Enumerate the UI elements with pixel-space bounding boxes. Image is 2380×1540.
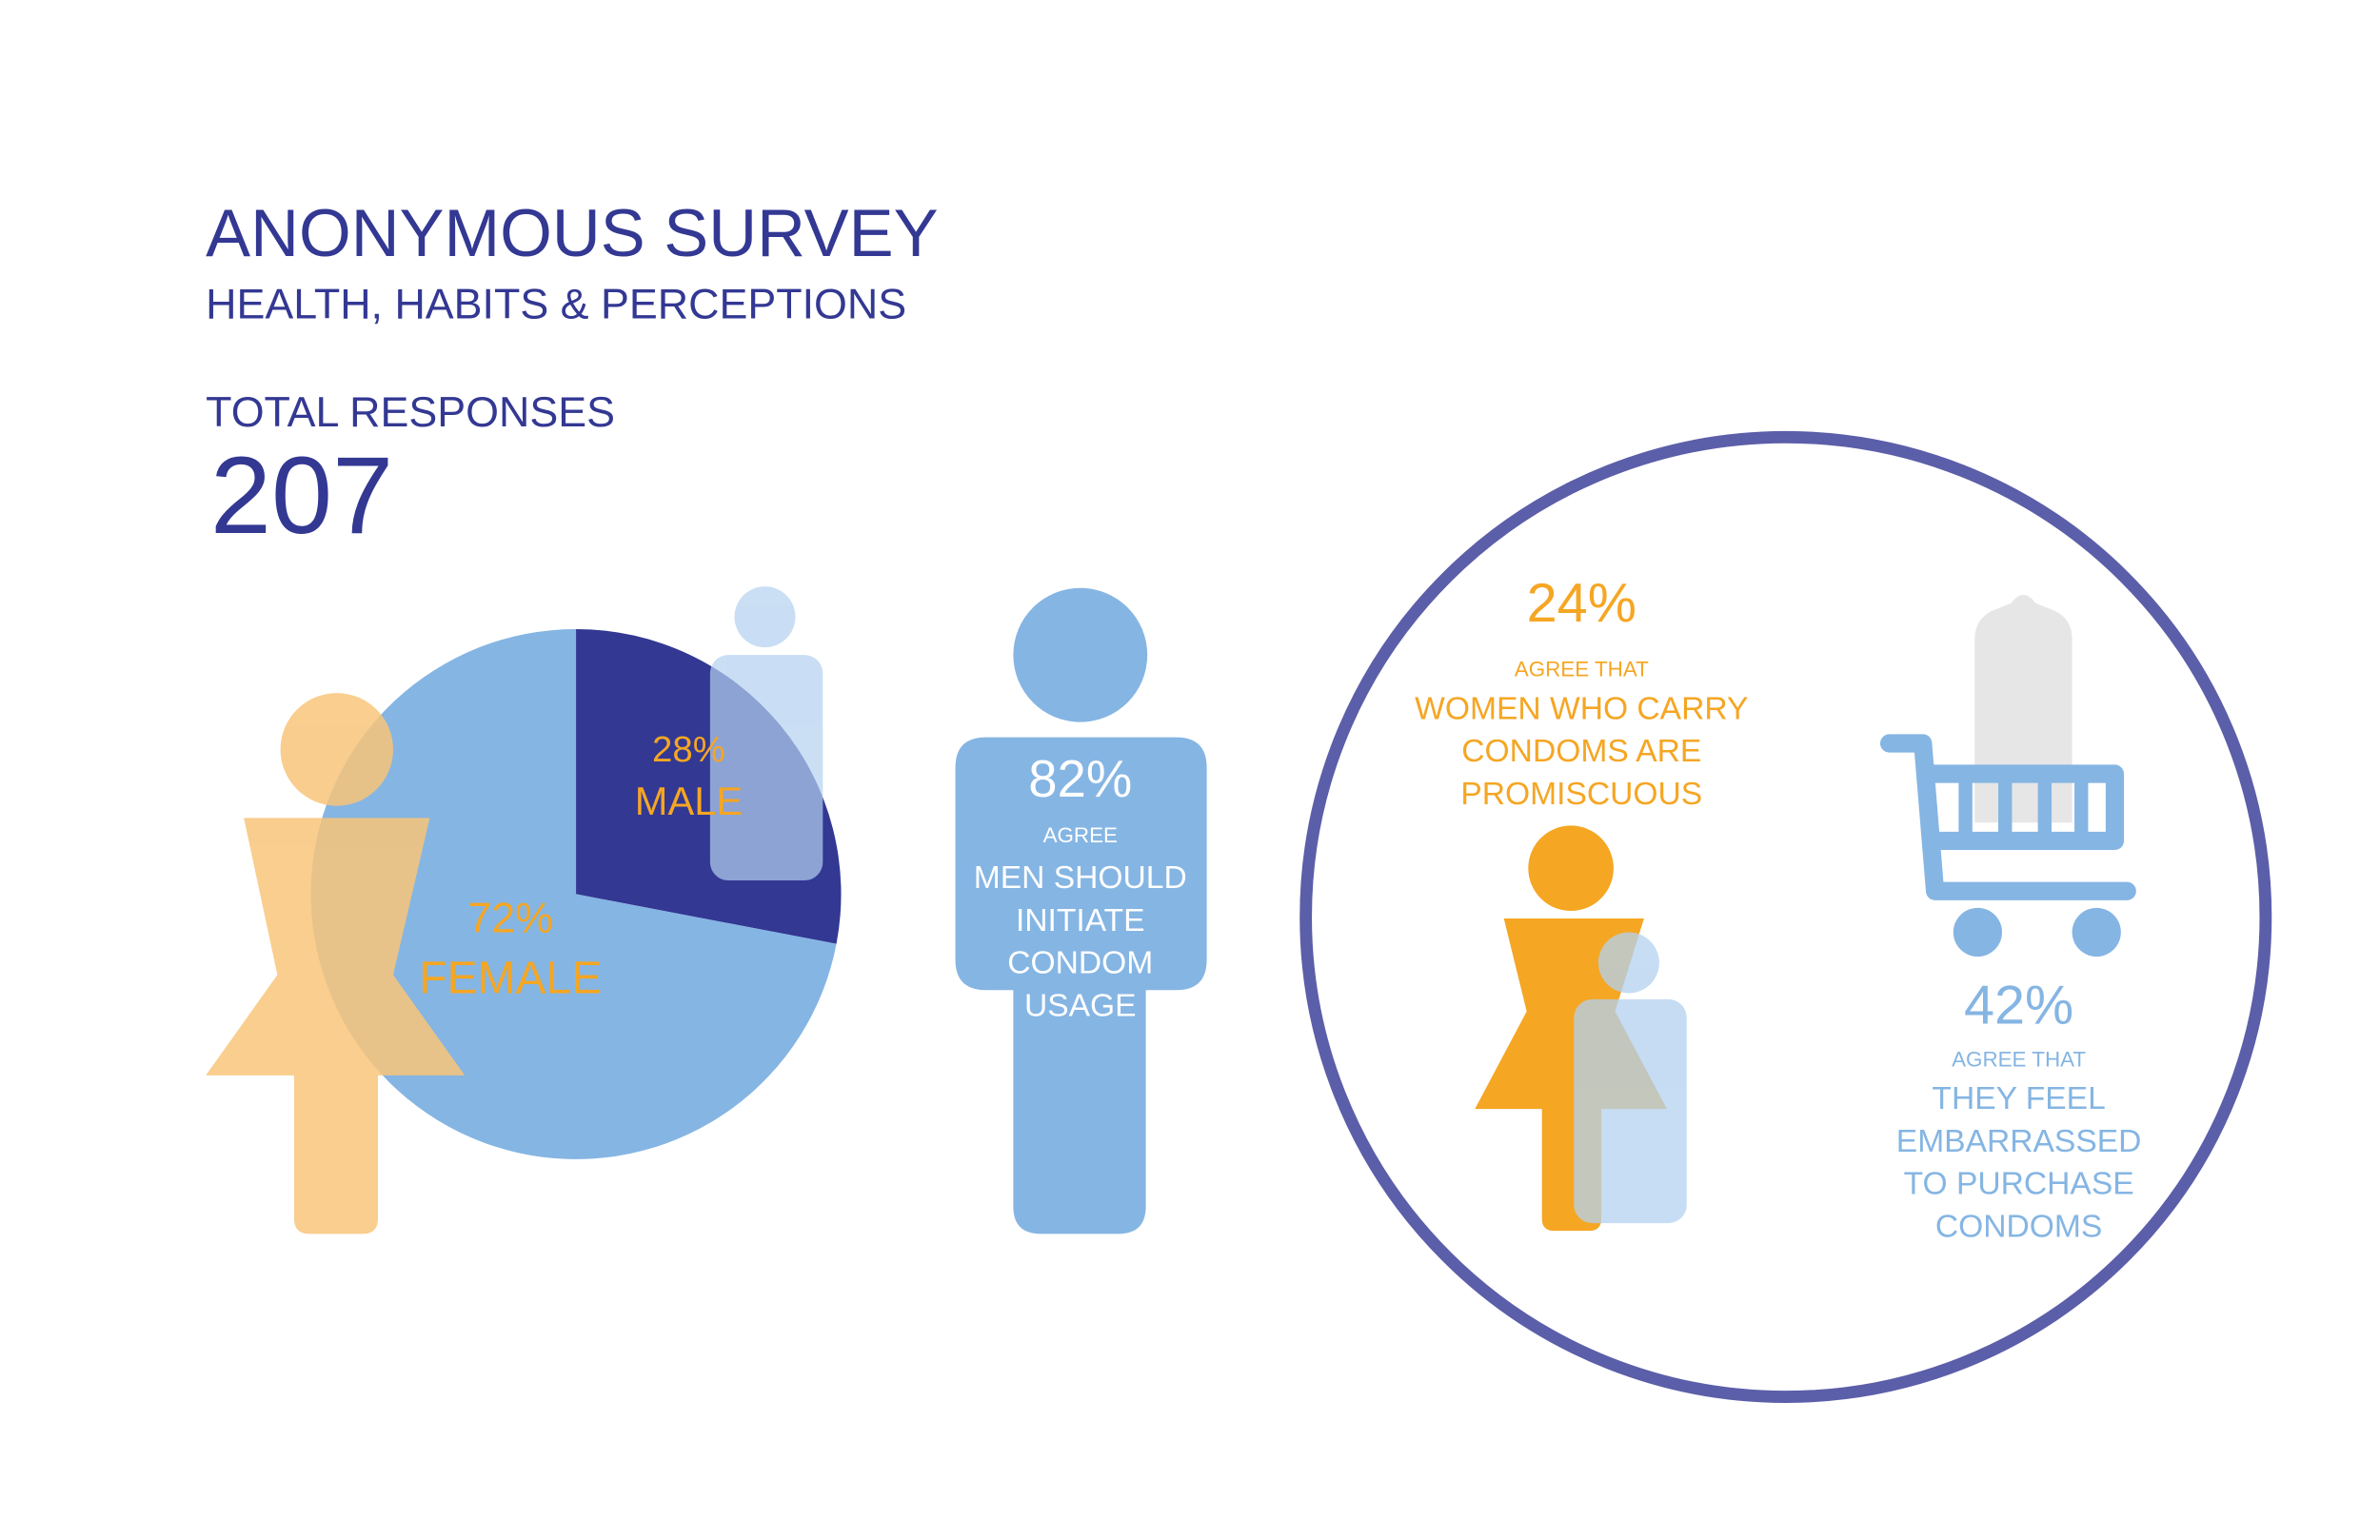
cart-bars <box>1958 766 2089 848</box>
stat-line: CONDOM <box>1007 946 1153 981</box>
pie-category-label: MALE <box>635 779 743 823</box>
stat-lead: AGREE THAT <box>1952 1047 2086 1071</box>
body <box>709 655 823 881</box>
head <box>734 586 796 648</box>
stat-line: INITIATE <box>1016 903 1145 938</box>
cart-wheel <box>1953 907 2003 958</box>
total-value: 207 <box>210 435 393 557</box>
stat-line: PROMISCUOUS <box>1460 777 1702 812</box>
stat-value: 42% <box>1964 975 2073 1036</box>
stat-value: 82% <box>1028 750 1132 808</box>
stat-lead: AGREE THAT <box>1515 658 1649 681</box>
man-figure <box>955 587 1207 1234</box>
title: ANONYMOUS SURVEY <box>206 195 938 270</box>
stat-value: 24% <box>1527 573 1636 634</box>
pie-value-label: 28% <box>652 729 725 770</box>
cart-frame <box>1879 734 2136 900</box>
subtitle: HEALTH, HABITS & PERCEPTIONS <box>206 280 906 327</box>
body <box>1574 998 1687 1224</box>
body <box>955 737 1207 1234</box>
head <box>1528 825 1614 912</box>
body <box>206 818 466 1234</box>
condom-icon <box>1974 594 2073 823</box>
stat-line: MEN SHOULD <box>974 860 1187 896</box>
cart-basket <box>1916 764 2125 851</box>
pie-value-label: 72% <box>467 894 553 941</box>
male-figure <box>709 586 823 881</box>
head <box>1597 932 1659 994</box>
stat-line: USAGE <box>1024 988 1137 1023</box>
stat-line: CONDOMS <box>1935 1210 2102 1245</box>
stat-line: CONDOMS ARE <box>1461 734 1701 769</box>
cart-wheel <box>2072 907 2121 958</box>
small-man-figure <box>1574 932 1687 1224</box>
stat-line: TO PURCHASE <box>1904 1167 2134 1202</box>
total-label: TOTAL RESPONSES <box>206 388 615 436</box>
stat-lead: AGREE <box>1043 823 1118 847</box>
pie-category-label: FEMALE <box>419 953 602 1003</box>
pie-slice <box>310 628 837 1159</box>
head <box>280 693 393 806</box>
stat-line: WOMEN WHO CARRY <box>1415 691 1748 726</box>
woman-figure <box>1475 825 1667 1232</box>
cart-icon <box>1879 734 2136 900</box>
female-figure <box>206 693 466 1234</box>
highlight-circle <box>1299 430 2272 1403</box>
stat-line: THEY FEEL <box>1932 1081 2105 1116</box>
head <box>1013 587 1148 722</box>
body <box>1475 918 1667 1232</box>
stat-line: EMBARRASSED <box>1896 1124 2142 1159</box>
